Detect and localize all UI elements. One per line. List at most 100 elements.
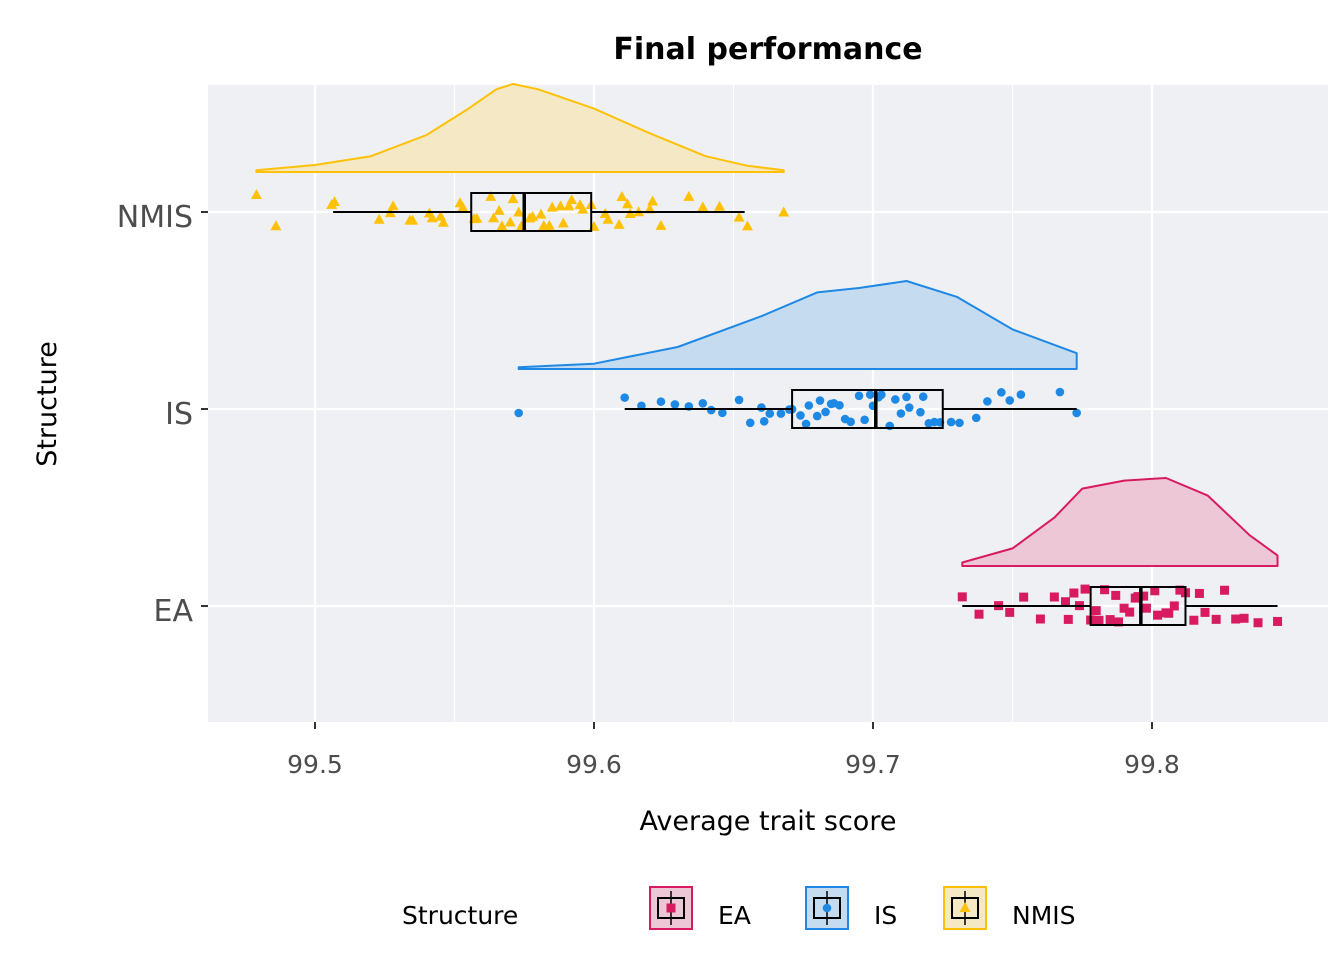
data-point [620, 393, 629, 402]
data-point [1005, 607, 1015, 617]
data-point [1273, 616, 1283, 626]
data-point [745, 418, 755, 428]
data-point [426, 212, 438, 223]
data-point [666, 903, 676, 913]
data-point [904, 403, 914, 412]
legend-key-box [813, 897, 841, 919]
data-point [714, 200, 726, 211]
data-point [250, 189, 262, 200]
series-ea [957, 477, 1283, 628]
data-point [718, 408, 727, 418]
legend-label: NMIS [1012, 901, 1076, 930]
series-nmis [250, 83, 790, 232]
data-point [485, 190, 497, 201]
data-point [822, 903, 832, 913]
legend-item-is: IS [805, 886, 897, 930]
legend-title: Structure [402, 901, 518, 930]
data-point [457, 201, 469, 212]
data-point [1035, 614, 1045, 624]
data-point [846, 417, 855, 427]
data-point [471, 212, 483, 223]
data-point [697, 201, 709, 212]
data-point [513, 206, 525, 217]
data-point [733, 211, 745, 222]
data-point [1100, 585, 1110, 595]
legend-item-nmis: NMIS [943, 886, 1076, 930]
x-tick-label: 99.5 [287, 750, 343, 779]
data-point [387, 200, 399, 211]
data-point [865, 390, 875, 399]
data-point [974, 609, 984, 619]
data-point [1211, 614, 1221, 624]
y-tick-label: IS [165, 397, 193, 432]
data-point [896, 409, 906, 418]
data-point [1139, 591, 1149, 601]
data-point [1150, 586, 1160, 596]
data-point [373, 213, 385, 224]
data-point [1072, 408, 1081, 418]
box [791, 389, 944, 429]
data-point [1063, 614, 1073, 624]
legend: Structure EA IS NMIS [402, 886, 1076, 930]
data-point [656, 397, 666, 406]
data-point [577, 203, 589, 214]
data-point [1253, 618, 1263, 628]
data-point [1220, 585, 1230, 595]
legend-key-box [657, 897, 685, 919]
data-point [778, 206, 790, 217]
data-point [916, 407, 925, 417]
data-point [437, 216, 449, 227]
data-point [1189, 615, 1199, 625]
box [1089, 586, 1187, 626]
data-point [877, 390, 886, 399]
data-point [854, 391, 864, 401]
data-point [1091, 606, 1101, 616]
data-point [801, 419, 811, 429]
data-point [563, 200, 575, 211]
data-point [557, 217, 569, 228]
data-point [507, 193, 519, 204]
data-point [706, 405, 716, 415]
data-point [493, 204, 505, 215]
data-point [918, 392, 928, 401]
data-point [759, 417, 769, 426]
data-point [1005, 396, 1015, 405]
data-point [616, 190, 628, 201]
density-cloud [517, 280, 1078, 370]
data-point [1200, 607, 1210, 617]
data-point [566, 194, 578, 205]
data-point [860, 415, 869, 425]
data-point [527, 210, 539, 221]
data-point [1175, 585, 1185, 595]
data-point [983, 397, 992, 406]
data-point [670, 400, 680, 409]
data-point [1094, 615, 1104, 625]
data-point [741, 220, 753, 231]
legend-item-ea: EA [649, 886, 751, 930]
plot-panel [208, 85, 1328, 722]
data-point [1114, 617, 1124, 627]
data-point [1061, 597, 1071, 607]
data-point [1119, 603, 1129, 613]
data-point [698, 399, 708, 408]
data-point [835, 401, 844, 410]
data-point [655, 219, 667, 230]
data-point [683, 190, 695, 201]
data-point [1055, 387, 1065, 397]
data-point [488, 212, 500, 223]
x-tick-label: 99.7 [845, 750, 901, 779]
data-point [959, 902, 971, 912]
data-point [496, 220, 508, 231]
x-tick-label: 99.8 [1124, 750, 1180, 779]
data-point [1141, 603, 1151, 613]
data-point [647, 195, 659, 206]
data-point [997, 388, 1006, 397]
data-point [804, 401, 814, 410]
data-point [407, 214, 419, 225]
data-point [1153, 610, 1163, 620]
data-point [637, 401, 646, 411]
data-point [1164, 608, 1174, 618]
data-point [1194, 588, 1204, 598]
data-point [902, 392, 911, 402]
